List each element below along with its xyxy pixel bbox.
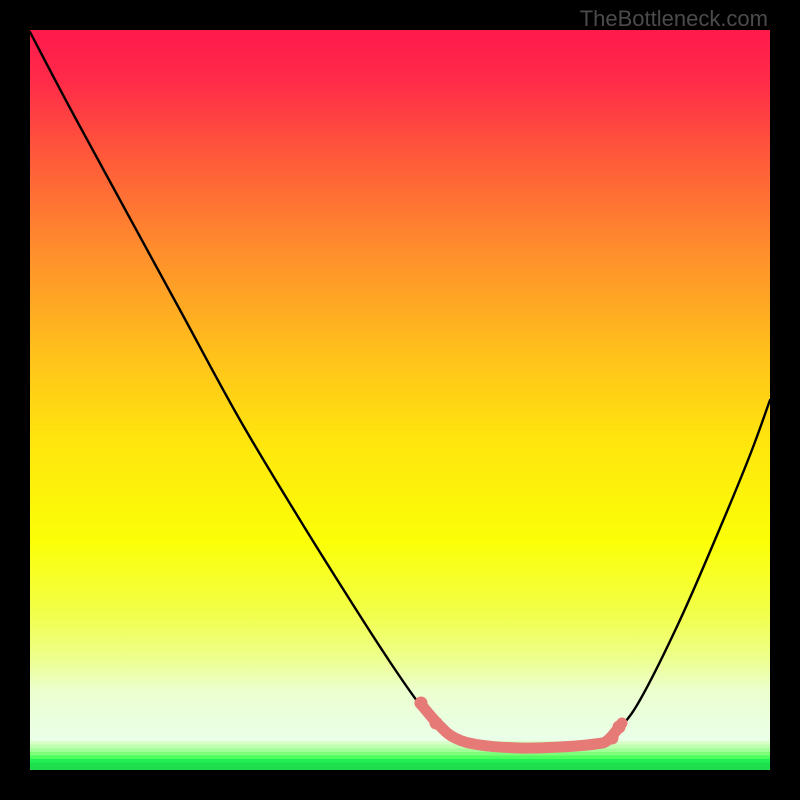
bottleneck-chart-frame: TheBottleneck.com	[0, 0, 800, 800]
chart-gradient-background	[30, 30, 770, 770]
watermark-text: TheBottleneck.com	[580, 6, 768, 32]
